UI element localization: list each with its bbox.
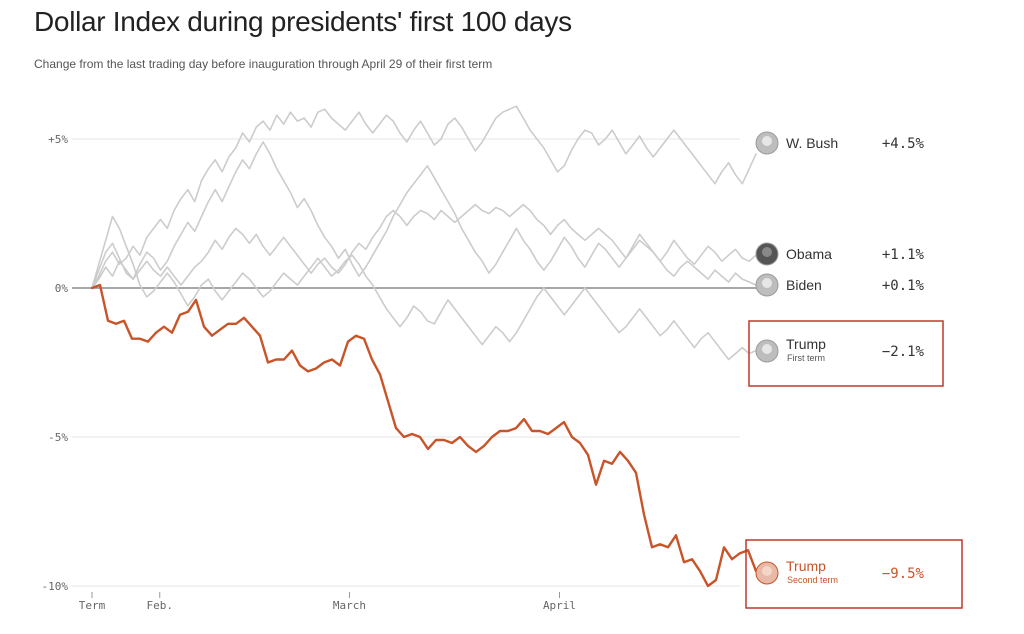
series-line-trump-second-term [90, 283, 758, 588]
highlight-box-trump-first-term [748, 320, 944, 387]
series-label-w-bush: W. Bush +4.5% [755, 131, 925, 155]
series-value: −9.5% [882, 566, 925, 582]
avatar-face [762, 566, 772, 576]
series-name: W. Bush [786, 135, 838, 151]
x-tick-label: April [543, 599, 576, 612]
y-tick-label: +5% [48, 133, 68, 146]
avatar-face [762, 247, 772, 257]
series-value: +1.1% [882, 247, 925, 263]
y-tick-label: 0% [55, 282, 69, 295]
x-tick-label: March [333, 599, 366, 612]
series-value: +4.5% [882, 136, 925, 152]
chart-subtitle: Change from the last trading day before … [34, 57, 493, 71]
series-name: Trump [786, 336, 826, 352]
x-tick-label: Feb. [147, 599, 174, 612]
series-label-biden: Biden +0.1% [755, 273, 925, 297]
avatar-face [762, 136, 772, 146]
avatar-face [762, 278, 772, 288]
series-name: Biden [786, 277, 822, 293]
series-name: Trump [786, 558, 826, 574]
y-tick-label: -5% [48, 431, 68, 444]
highlight-box-trump-second-term [745, 539, 963, 609]
series-line-w-bush [91, 105, 757, 289]
x-tick-label: Term [79, 599, 106, 612]
chart-title: Dollar Index during presidents' first 10… [34, 6, 572, 37]
series-subname: Second term [787, 575, 838, 585]
series-line-trump-first-term [91, 215, 757, 361]
series-name: Obama [786, 246, 832, 262]
series-label-obama: Obama +1.1% [755, 242, 925, 266]
series-value: +0.1% [882, 278, 925, 294]
series-line-obama [91, 141, 757, 289]
series-value: −2.1% [882, 344, 925, 360]
series-subname: First term [787, 353, 825, 363]
avatar-face [762, 344, 772, 354]
series-line-biden [91, 203, 757, 289]
y-tick-label: -10% [42, 580, 69, 593]
